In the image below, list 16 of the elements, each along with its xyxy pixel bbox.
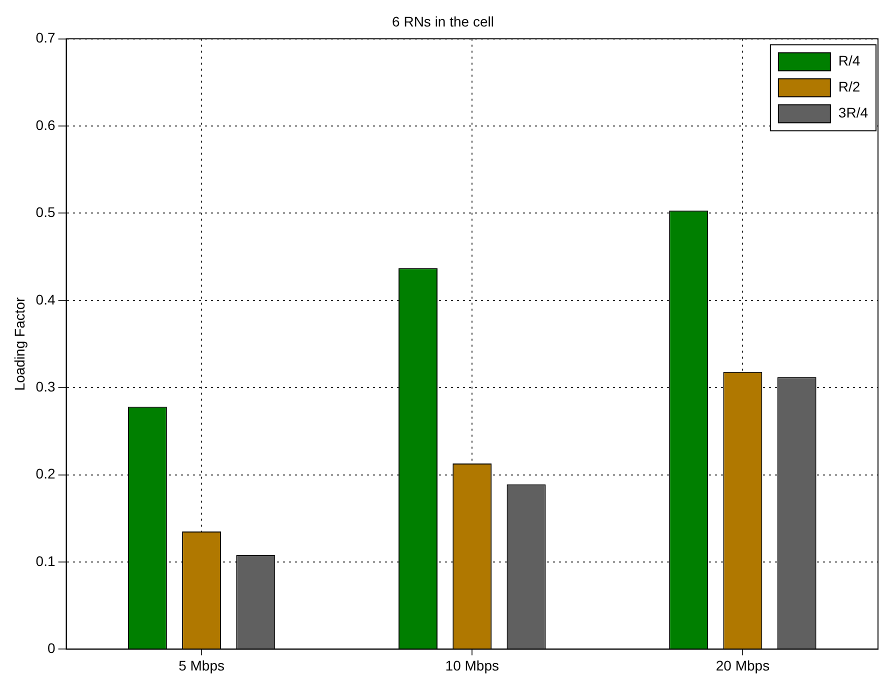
y-tick-label: 0.5 [36,204,56,220]
x-tick-label: 10 Mbps [445,657,499,674]
legend-label: R/2 [838,78,860,95]
y-tick-label: 0.7 [36,30,56,46]
y-tick-label: 0.2 [36,466,56,482]
x-tick-label: 5 Mbps [178,657,225,674]
x-tick-label: 20 Mbps [716,657,770,674]
y-axis-title: Loading Factor [11,296,28,391]
y-tick-label: 0.4 [36,291,56,308]
y-tick-label: 0.1 [36,552,56,569]
y-tick-label: 0.3 [36,378,56,394]
chart-title: 6 RNs in the cell [392,13,494,30]
legend-label: 3R/4 [838,104,868,121]
y-tick-label: 0 [47,640,56,656]
legend-label: R/4 [838,52,860,69]
y-tick-label: 0.6 [36,116,56,133]
